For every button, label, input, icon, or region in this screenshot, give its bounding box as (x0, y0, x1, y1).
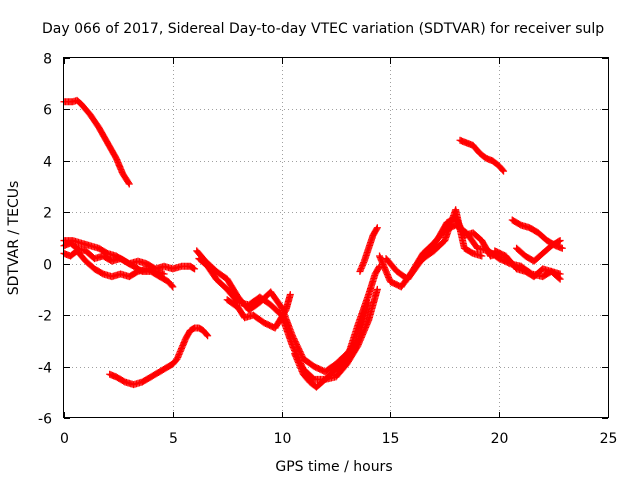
series-arc-4 (60, 247, 168, 281)
data-point (286, 291, 294, 299)
y-tick-label: 0 (43, 258, 52, 274)
data-point (203, 331, 211, 339)
data-point (191, 265, 199, 273)
data-point (555, 237, 563, 245)
x-axis-label: GPS time / hours (275, 459, 392, 475)
data-point (169, 283, 177, 291)
y-tick-label: 6 (43, 103, 52, 119)
series-arc-1 (60, 96, 133, 188)
data-point (125, 180, 133, 188)
data-point (556, 237, 564, 245)
y-tick-label: 4 (43, 155, 52, 171)
series-arc-18 (517, 262, 564, 283)
series-arc-5 (106, 324, 212, 389)
plot-frame (63, 57, 609, 418)
data-point (500, 167, 508, 175)
data-point (478, 252, 486, 260)
series-arc-3 (60, 237, 177, 291)
data-point (558, 244, 566, 252)
data-point (168, 282, 176, 290)
x-tick-label: 5 (169, 431, 178, 447)
series-arc-13 (419, 206, 486, 263)
series-arc-8 (223, 291, 294, 332)
x-tick-label: 15 (382, 431, 400, 447)
series-arc-12 (382, 213, 503, 283)
series-arc-14 (456, 136, 508, 175)
series-arc-9 (291, 262, 384, 391)
data-point (556, 275, 564, 283)
series-arc-17 (513, 237, 564, 265)
x-tick-label: 25 (600, 431, 618, 447)
y-tick-label: 2 (43, 206, 52, 222)
chart-title: Day 066 of 2017, Sidereal Day-to-day VTE… (42, 21, 604, 37)
y-tick-label: -4 (38, 361, 52, 377)
data-point (373, 224, 381, 232)
data-points (60, 96, 566, 391)
y-tick-label: -6 (38, 412, 52, 428)
y-tick-label: -2 (38, 309, 52, 325)
data-point (160, 270, 168, 278)
x-tick-label: 10 (274, 431, 292, 447)
y-tick-label: 8 (43, 52, 52, 68)
ticks-layer: 0 5 10 15 20 25 -6 -4 -2 0 2 4 6 8 (38, 52, 617, 448)
data-point (204, 332, 212, 340)
data-point (555, 274, 563, 282)
data-point (124, 179, 132, 187)
series-arc-10 (356, 224, 381, 275)
data-point (499, 166, 507, 174)
data-point (373, 225, 381, 233)
y-axis-label: SDTVAR / TECUs (6, 181, 22, 296)
x-tick-label: 0 (60, 431, 69, 447)
x-tick-label: 20 (491, 431, 509, 447)
data-point (373, 285, 381, 293)
